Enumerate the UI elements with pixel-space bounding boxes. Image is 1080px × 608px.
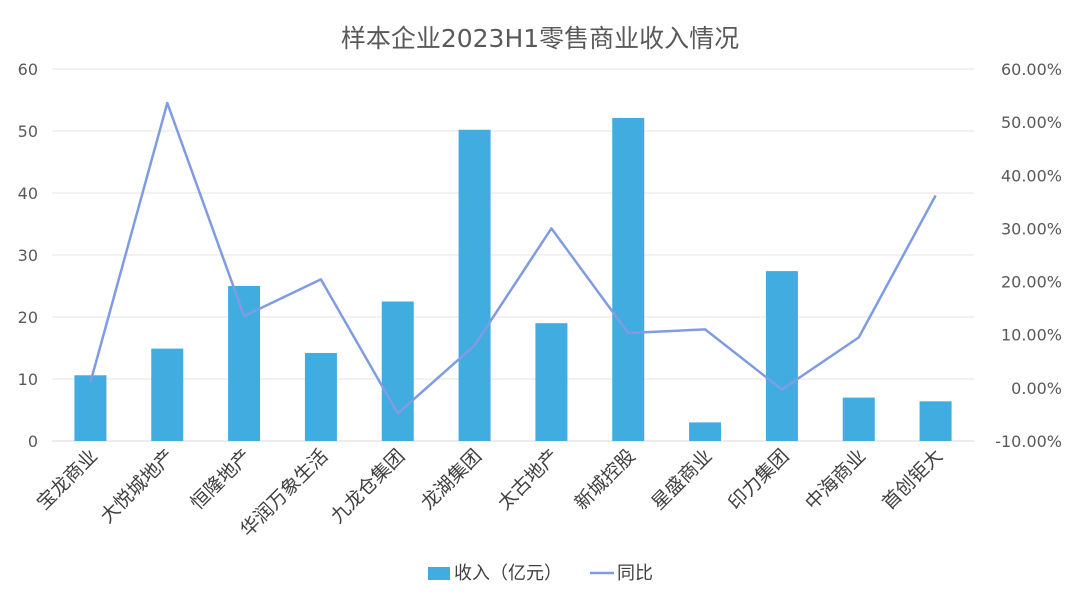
- x-category-label: 首创钜大: [878, 445, 947, 514]
- y-left-tick-label: 40: [18, 184, 38, 203]
- x-category-label: 九龙仓集团: [327, 445, 410, 528]
- y-right-tick-label: 50.00%: [1001, 113, 1062, 132]
- y-right-tick-label: -10.00%: [995, 432, 1062, 451]
- y-right-tick-label: 10.00%: [1001, 326, 1062, 345]
- bar: [74, 375, 107, 441]
- legend-label-line: 同比: [617, 563, 653, 584]
- x-category-label: 大悦城地产: [96, 445, 179, 528]
- y-left-tick-label: 30: [18, 246, 38, 265]
- bar: [612, 117, 645, 441]
- x-category-label: 印力集团: [724, 445, 793, 514]
- bar: [458, 129, 491, 441]
- series-line: [89, 101, 937, 415]
- legend-label-bar: 收入（亿元）: [454, 563, 562, 584]
- legend-swatch-bar: [428, 567, 450, 580]
- x-category-label: 中海商业: [801, 445, 870, 514]
- y-left-tick-label: 50: [18, 122, 38, 141]
- bar: [381, 301, 414, 441]
- bar: [535, 323, 568, 441]
- y-left-tick-label: 60: [18, 60, 38, 79]
- x-category-label: 宝龙商业: [33, 445, 102, 514]
- x-category-label: 龙湖集团: [417, 445, 486, 514]
- x-category-label: 太古地产: [494, 445, 563, 514]
- bar: [304, 352, 337, 441]
- y-right-tick-label: 0.00%: [1011, 379, 1062, 398]
- bar: [919, 401, 952, 441]
- bar: [689, 422, 722, 441]
- y-right-tick-label: 20.00%: [1001, 273, 1062, 292]
- x-category-label: 恒隆地产: [186, 445, 255, 514]
- x-category-label: 星盛商业: [647, 445, 716, 514]
- bar: [765, 271, 798, 441]
- y-right-tick-label: 60.00%: [1001, 60, 1062, 79]
- y-left-tick-label: 10: [18, 370, 38, 389]
- y-left-tick-label: 0: [28, 432, 38, 451]
- bar: [151, 348, 184, 441]
- y-right-tick-label: 40.00%: [1001, 166, 1062, 185]
- chart-title: 样本企业2023H1零售商业收入情况: [341, 24, 739, 53]
- bar: [842, 397, 875, 441]
- bar: [228, 286, 261, 441]
- y-right-tick-label: 30.00%: [1001, 219, 1062, 238]
- y-left-tick-label: 20: [18, 308, 38, 327]
- x-category-label: 新城控股: [570, 445, 639, 514]
